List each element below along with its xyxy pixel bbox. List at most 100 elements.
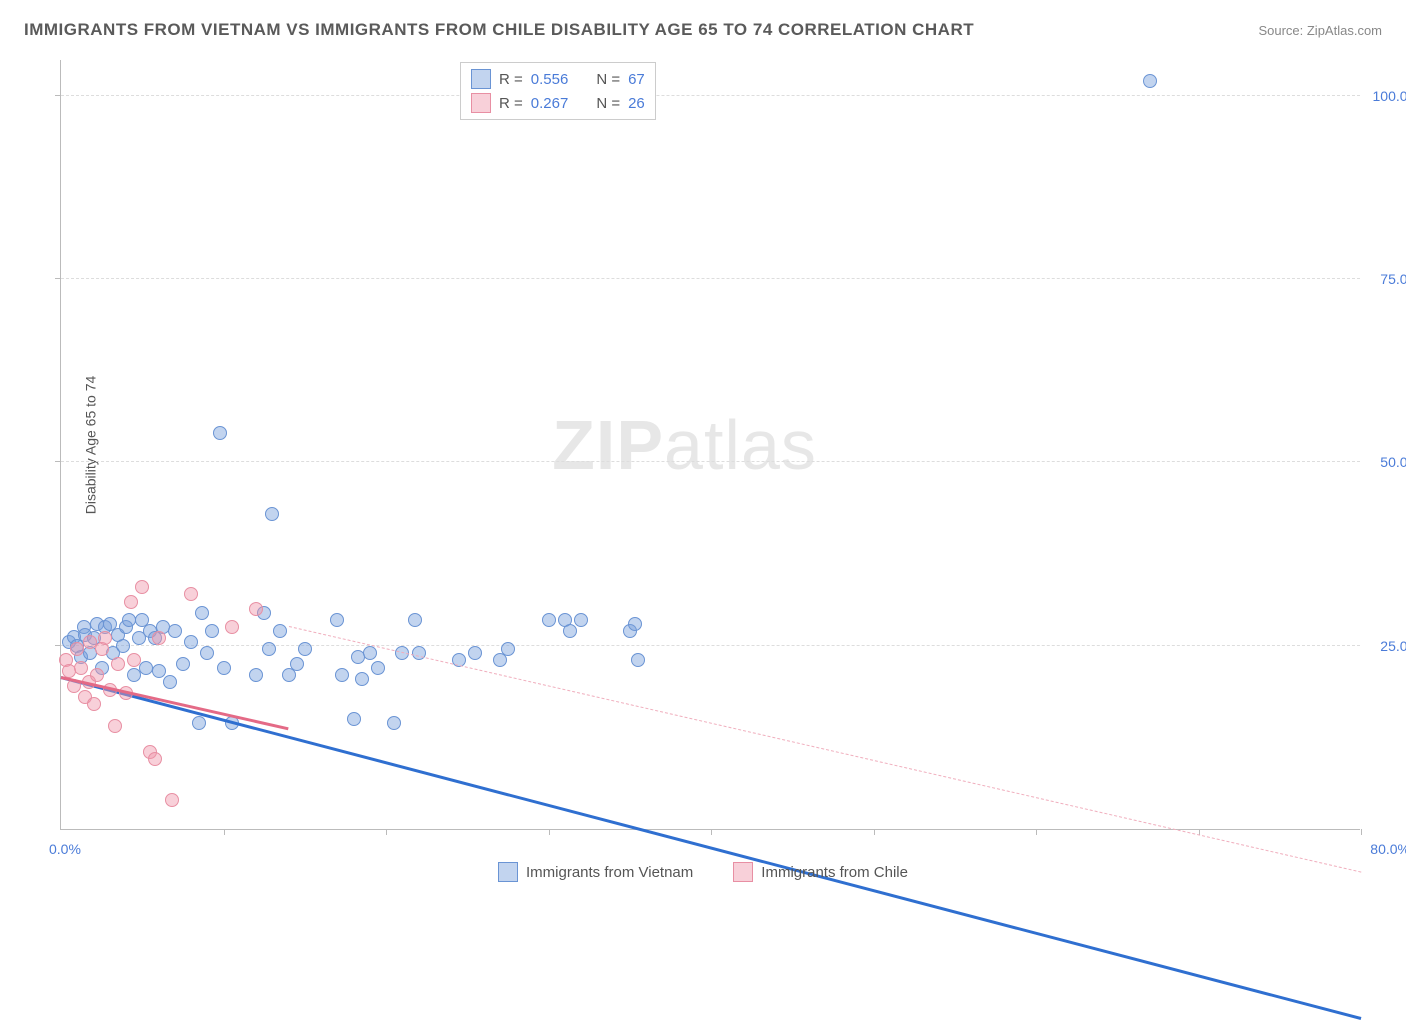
scatter-point — [335, 668, 349, 682]
scatter-point — [152, 631, 166, 645]
legend-swatch — [498, 862, 518, 882]
scatter-point — [249, 602, 263, 616]
scatter-point — [574, 613, 588, 627]
scatter-point — [192, 716, 206, 730]
gridline — [61, 461, 1360, 462]
x-tick-mark — [1036, 829, 1037, 835]
scatter-point — [249, 668, 263, 682]
y-tick-mark — [55, 278, 61, 279]
scatter-point — [74, 661, 88, 675]
scatter-point — [468, 646, 482, 660]
correlation-legend: R = 0.556 N = 67R = 0.267 N = 26 — [460, 62, 656, 120]
x-tick-mark — [711, 829, 712, 835]
scatter-point — [563, 624, 577, 638]
scatter-point — [347, 712, 361, 726]
legend-label: Immigrants from Vietnam — [526, 864, 693, 881]
n-value: 67 — [628, 71, 645, 88]
scatter-point — [135, 580, 149, 594]
scatter-point — [363, 646, 377, 660]
trend-line-series-0 — [61, 676, 1362, 1020]
scatter-point — [371, 661, 385, 675]
y-tick-label: 100.0% — [1365, 88, 1406, 104]
n-value: 26 — [628, 95, 645, 112]
scatter-point — [501, 642, 515, 656]
chart-title: IMMIGRANTS FROM VIETNAM VS IMMIGRANTS FR… — [24, 20, 974, 40]
legend-swatch — [471, 93, 491, 113]
scatter-point — [298, 642, 312, 656]
y-tick-label: 75.0% — [1365, 271, 1406, 287]
scatter-point — [225, 620, 239, 634]
x-tick-mark — [1361, 829, 1362, 835]
r-value: 0.267 — [531, 95, 569, 112]
scatter-point — [1143, 74, 1157, 88]
y-axis-label: Disability Age 65 to 74 — [82, 375, 98, 514]
scatter-point — [184, 635, 198, 649]
legend-item: Immigrants from Chile — [733, 862, 908, 882]
scatter-point — [152, 664, 166, 678]
y-tick-label: 25.0% — [1365, 638, 1406, 654]
gridline — [61, 645, 1360, 646]
legend-swatch — [471, 69, 491, 89]
source-attribution: Source: ZipAtlas.com — [1258, 23, 1382, 38]
scatter-point — [90, 668, 104, 682]
x-tick-mark — [224, 829, 225, 835]
scatter-point — [116, 639, 130, 653]
legend-label: Immigrants from Chile — [761, 864, 908, 881]
scatter-point — [163, 675, 177, 689]
gridline — [61, 95, 1360, 96]
scatter-point — [265, 507, 279, 521]
legend-row: R =0.267N =26 — [471, 91, 645, 115]
scatter-point — [168, 624, 182, 638]
gridline — [61, 278, 1360, 279]
y-tick-mark — [55, 461, 61, 462]
scatter-point — [262, 642, 276, 656]
scatter-point — [213, 426, 227, 440]
n-label: N = — [596, 95, 620, 112]
scatter-point — [111, 657, 125, 671]
x-tick-mark — [874, 829, 875, 835]
header: IMMIGRANTS FROM VIETNAM VS IMMIGRANTS FR… — [24, 20, 1382, 40]
scatter-point — [176, 657, 190, 671]
scatter-point — [148, 752, 162, 766]
scatter-point — [184, 587, 198, 601]
scatter-point — [122, 613, 136, 627]
scatter-point — [355, 672, 369, 686]
scatter-point — [217, 661, 231, 675]
y-tick-mark — [55, 645, 61, 646]
y-tick-label: 50.0% — [1365, 454, 1406, 470]
scatter-point — [98, 631, 112, 645]
scatter-point — [87, 697, 101, 711]
scatter-point — [70, 642, 84, 656]
scatter-point — [290, 657, 304, 671]
scatter-point — [408, 613, 422, 627]
scatter-point — [273, 624, 287, 638]
scatter-point — [195, 606, 209, 620]
y-tick-mark — [55, 95, 61, 96]
scatter-point — [108, 719, 122, 733]
scatter-point — [631, 653, 645, 667]
scatter-point — [127, 653, 141, 667]
x-axis-min-label: 0.0% — [49, 841, 81, 857]
watermark: ZIPatlas — [552, 405, 817, 485]
x-axis-max-label: 80.0% — [1370, 841, 1406, 857]
trend-line-dashed-series-1 — [288, 626, 1361, 873]
scatter-point — [628, 617, 642, 631]
x-tick-mark — [549, 829, 550, 835]
scatter-point — [200, 646, 214, 660]
legend-row: R = 0.556 N = 67 — [471, 67, 645, 91]
scatter-point — [387, 716, 401, 730]
scatter-point — [330, 613, 344, 627]
n-label: N = — [596, 71, 620, 88]
r-label: R = — [499, 71, 523, 88]
legend-item: Immigrants from Vietnam — [498, 862, 693, 882]
legend-swatch — [733, 862, 753, 882]
scatter-point — [124, 595, 138, 609]
scatter-point — [542, 613, 556, 627]
watermark-bold: ZIP — [552, 406, 664, 484]
scatter-plot-area: Disability Age 65 to 74 0.0% 80.0% ZIPat… — [60, 60, 1360, 830]
scatter-point — [165, 793, 179, 807]
x-tick-mark — [386, 829, 387, 835]
series-legend: Immigrants from Vietnam Immigrants from C… — [0, 862, 1406, 882]
watermark-light: atlas — [664, 406, 817, 484]
r-value: 0.556 — [531, 71, 569, 88]
